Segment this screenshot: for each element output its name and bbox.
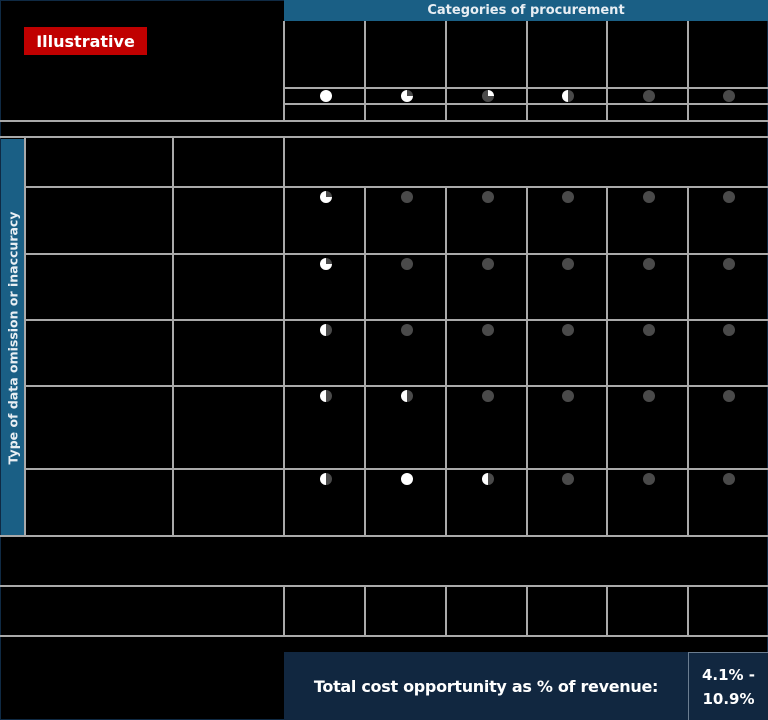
harvey-ball-empty-icon (642, 473, 655, 485)
grid-line (364, 254, 366, 320)
grid-line (687, 586, 689, 636)
grid-line (687, 187, 689, 254)
harvey-ball-empty-icon (562, 473, 574, 485)
grid-line (445, 187, 447, 254)
total-cost-label: Total cost opportunity as % of revenue: (284, 652, 688, 720)
grid-line (0, 535, 768, 537)
grid-line (0, 635, 768, 637)
total-cost-value-low: 4.1% - (701, 665, 756, 684)
harvey-ball-three-quarter-icon (400, 90, 413, 102)
grid-line (364, 21, 366, 121)
grid-line (445, 469, 447, 536)
grid-line (687, 386, 689, 469)
grid-line (687, 254, 689, 320)
harvey-ball-empty-icon (400, 191, 413, 203)
grid-line (606, 187, 608, 254)
grid-line (606, 320, 608, 386)
harvey-ball-empty-icon (562, 191, 574, 203)
grid-line (606, 254, 608, 320)
grid-line (283, 137, 285, 536)
grid-line (526, 386, 528, 469)
grid-line (687, 469, 689, 536)
grid-line (606, 469, 608, 536)
grid-line (526, 21, 528, 121)
grid-line (364, 187, 366, 254)
harvey-ball-empty-icon (642, 324, 655, 336)
grid-line (0, 120, 768, 122)
harvey-ball-half-icon (319, 473, 332, 485)
grid-line (445, 586, 447, 636)
grid-line (25, 253, 768, 255)
harvey-ball-half-icon (562, 90, 574, 102)
grid-line (445, 320, 447, 386)
harvey-ball-half-icon (481, 473, 494, 485)
grid-line (526, 320, 528, 386)
grid-line (0, 585, 768, 587)
harvey-ball-three-quarter-icon (319, 191, 332, 203)
grid-line (25, 385, 768, 387)
grid-line (25, 468, 768, 470)
total-cost-value-high: 10.9% (702, 689, 755, 708)
harvey-ball-empty-icon (642, 390, 655, 402)
grid-line (364, 320, 366, 386)
harvey-ball-half-icon (400, 390, 413, 402)
categories-header: Categories of procurement (284, 0, 768, 21)
harvey-ball-empty-icon (481, 390, 494, 402)
harvey-ball-three-quarter-icon (319, 258, 332, 270)
grid-line (445, 386, 447, 469)
grid-line (445, 254, 447, 320)
harvey-ball-empty-icon (723, 390, 735, 402)
harvey-ball-empty-icon (400, 324, 413, 336)
harvey-ball-empty-icon (642, 191, 655, 203)
grid-line (24, 137, 26, 536)
grid-line (25, 186, 768, 188)
harvey-ball-empty-icon (562, 258, 574, 270)
harvey-ball-empty-icon (481, 258, 494, 270)
row-group-sidebar: Type of data omission or inaccuracy (1, 139, 25, 536)
grid-line (606, 21, 608, 121)
harvey-ball-half-icon (319, 324, 332, 336)
grid-line (283, 586, 285, 636)
harvey-ball-full-icon (400, 473, 413, 485)
harvey-ball-full-icon (319, 90, 332, 102)
harvey-ball-empty-icon (481, 191, 494, 203)
harvey-ball-empty-icon (723, 191, 735, 203)
grid-line (526, 469, 528, 536)
harvey-ball-empty-icon (723, 258, 735, 270)
grid-line (0, 136, 768, 138)
grid-line (25, 319, 768, 321)
harvey-ball-empty-icon (642, 90, 655, 102)
harvey-ball-quarter-icon (481, 90, 494, 102)
grid-line (283, 21, 285, 121)
grid-line (606, 386, 608, 469)
illustrative-badge: Illustrative (24, 27, 147, 55)
harvey-ball-empty-icon (723, 473, 735, 485)
harvey-ball-empty-icon (723, 90, 735, 102)
harvey-ball-empty-icon (481, 324, 494, 336)
harvey-ball-empty-icon (562, 324, 574, 336)
grid-line (526, 187, 528, 254)
total-cost-value: 4.1% - 10.9% (688, 652, 768, 720)
grid-line (364, 386, 366, 469)
harvey-ball-empty-icon (400, 258, 413, 270)
grid-line (445, 21, 447, 121)
grid-line (364, 586, 366, 636)
harvey-ball-half-icon (319, 390, 332, 402)
grid-line (606, 586, 608, 636)
harvey-ball-empty-icon (642, 258, 655, 270)
grid-line (687, 320, 689, 386)
grid-line (364, 469, 366, 536)
grid-line (687, 21, 689, 121)
row-group-label: Type of data omission or inaccuracy (5, 211, 21, 464)
harvey-ball-empty-icon (723, 324, 735, 336)
harvey-ball-empty-icon (562, 390, 574, 402)
grid-line (172, 137, 174, 536)
grid-line (526, 254, 528, 320)
grid-line (526, 586, 528, 636)
